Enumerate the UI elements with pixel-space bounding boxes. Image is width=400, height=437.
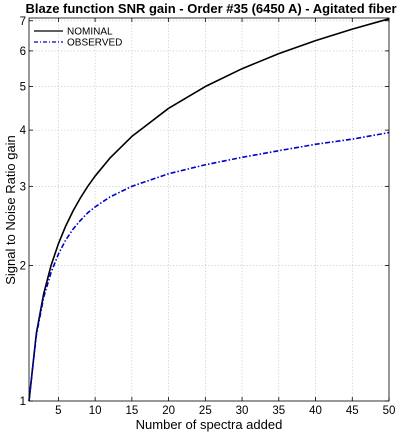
chart-title: Blaze function SNR gain - Order #35 (645… (25, 1, 396, 16)
legend-label-nominal: NOMINAL (67, 27, 113, 38)
series-line-nominal (28, 18, 390, 402)
x-tick-label: 35 (272, 405, 285, 417)
y-tick-label: 5 (20, 82, 26, 94)
series-line-observed (28, 131, 390, 402)
plot-frame (28, 17, 390, 402)
x-axis-label: Number of spectra added (136, 417, 283, 432)
y-tick-label: 7 (20, 16, 26, 28)
x-tick-label: 15 (125, 405, 138, 417)
x-tick-label: 50 (383, 405, 396, 417)
y-tick-label: 1 (20, 396, 26, 408)
y-axis-label: Signal to Noise Ratio gain (3, 135, 18, 285)
x-tick-label: 25 (199, 405, 212, 417)
x-tick-label: 45 (346, 405, 359, 417)
y-tick-label: 4 (20, 125, 27, 137)
x-tick-label: 5 (55, 405, 61, 417)
x-tick-label: 40 (309, 405, 322, 417)
x-tick-label: 20 (162, 405, 175, 417)
series-layer (28, 18, 390, 402)
grid (29, 18, 390, 402)
x-tick-label: 10 (89, 405, 102, 417)
legend-label-observed: OBSERVED (67, 38, 122, 49)
x-tick-label: 30 (236, 405, 249, 417)
y-tick-label: 3 (20, 181, 26, 193)
y-tick-label: 6 (20, 46, 26, 58)
legend: NOMINAL OBSERVED (34, 27, 122, 49)
y-tick-label: 2 (20, 261, 26, 273)
